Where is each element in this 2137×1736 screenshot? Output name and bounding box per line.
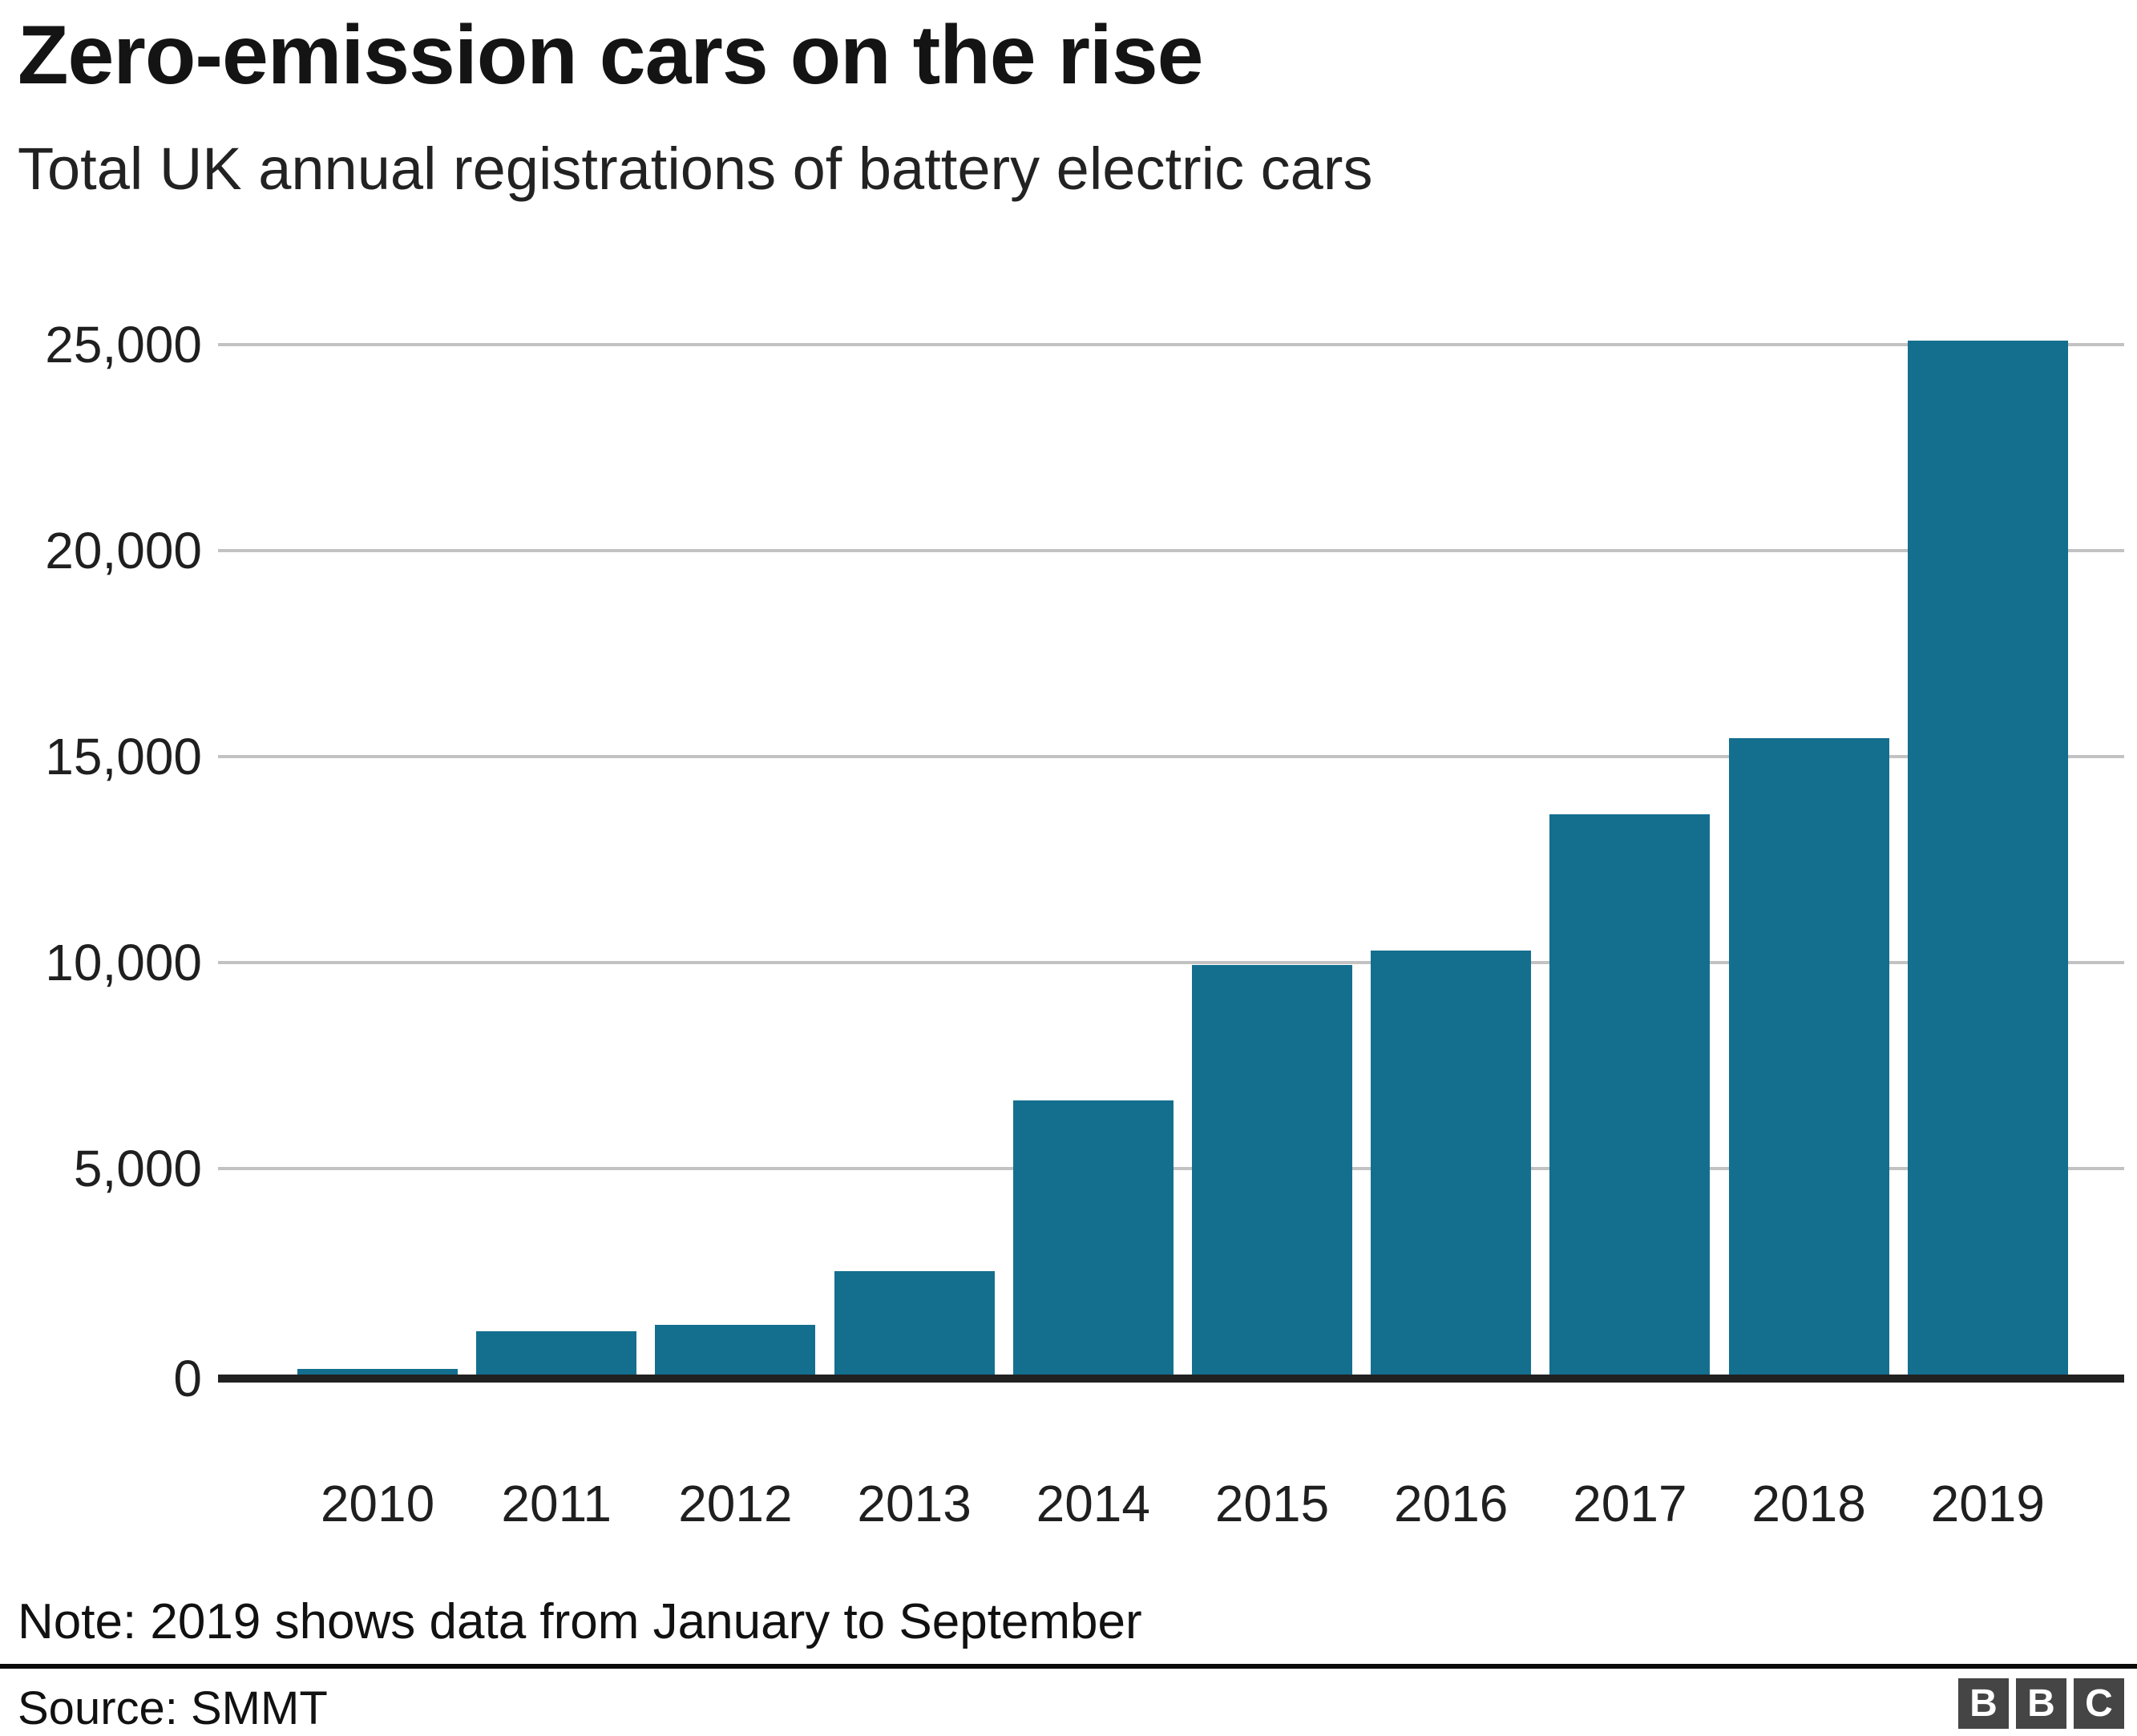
bar-2012 [655, 1325, 816, 1375]
x-tick-label-2015: 2015 [1214, 1475, 1330, 1532]
x-tick-label-2016: 2016 [1394, 1475, 1509, 1532]
bbc-logo-letter-1: B [1969, 1681, 1998, 1725]
x-tick-label-2019: 2019 [1930, 1475, 2045, 1532]
bar-2018 [1728, 738, 1889, 1375]
chart-subtitle: Total UK annual registrations of battery… [18, 135, 1373, 202]
bbc-logo-square-2: B [2016, 1678, 2066, 1729]
bar-2019 [1907, 341, 2068, 1375]
y-gridline-25000 [218, 343, 2124, 346]
x-tick-label-2017: 2017 [1573, 1475, 1687, 1532]
x-tick-label-2011: 2011 [501, 1475, 612, 1532]
bbc-logo-letter-3: C [2085, 1681, 2113, 1725]
bar-2017 [1549, 814, 1711, 1375]
y-gridline-10000 [218, 961, 2124, 964]
bar-2013 [834, 1271, 995, 1375]
note-text: Note: 2019 shows data from January to Se… [18, 1594, 1142, 1649]
y-tick-label-5000: 5,000 [73, 1140, 202, 1197]
x-tick-label-2018: 2018 [1751, 1475, 1866, 1532]
bbc-logo-square-3: C [2074, 1678, 2124, 1729]
x-tick-label-2010: 2010 [320, 1475, 435, 1532]
bar-2016 [1371, 951, 1532, 1375]
source-text: Source: SMMT [18, 1682, 328, 1734]
divider-line [0, 1664, 2137, 1669]
chart-title: Zero-emission cars on the rise [18, 9, 1204, 102]
bar-2015 [1192, 965, 1352, 1375]
x-tick-label-2013: 2013 [857, 1475, 972, 1532]
bbc-logo-square-1: B [1958, 1678, 2009, 1729]
y-tick-label-20000: 20,000 [45, 522, 202, 579]
x-axis-line [218, 1375, 2124, 1383]
y-tick-label-15000: 15,000 [45, 728, 202, 785]
y-tick-label-10000: 10,000 [45, 934, 202, 991]
y-gridline-20000 [218, 549, 2124, 552]
y-tick-label-25000: 25,000 [45, 316, 202, 373]
bbc-logo-letter-2: B [2027, 1681, 2055, 1725]
x-tick-label-2014: 2014 [1036, 1475, 1150, 1532]
bar-2010 [297, 1369, 458, 1375]
bar-2014 [1012, 1100, 1174, 1375]
y-gridline-15000 [218, 755, 2124, 758]
y-tick-label-0: 0 [173, 1350, 202, 1407]
bar-2011 [476, 1331, 637, 1375]
x-tick-label-2012: 2012 [678, 1475, 793, 1532]
